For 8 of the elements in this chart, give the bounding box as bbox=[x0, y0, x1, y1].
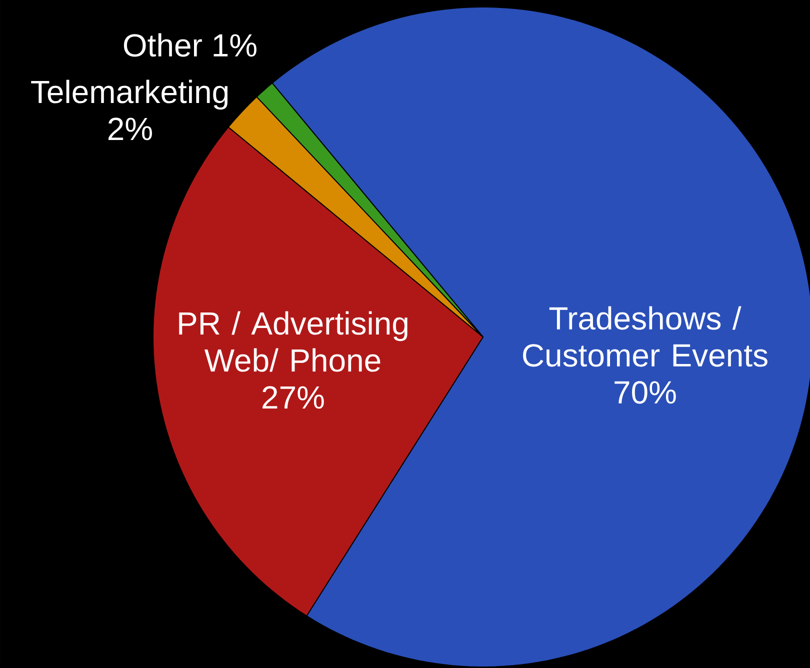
slice-label: Other bbox=[124, 33, 202, 57]
slice-label: Tradeshows / Customer Events bbox=[523, 306, 768, 367]
data-label: 2% bbox=[108, 118, 152, 140]
slice-label: Telemarketing bbox=[31, 80, 228, 110]
data-label: 27% bbox=[262, 386, 324, 409]
data-label: 1% bbox=[214, 34, 256, 57]
data-label: 70% bbox=[614, 381, 676, 404]
slice-label: PR / Advertising Web/ Phone bbox=[179, 311, 408, 372]
